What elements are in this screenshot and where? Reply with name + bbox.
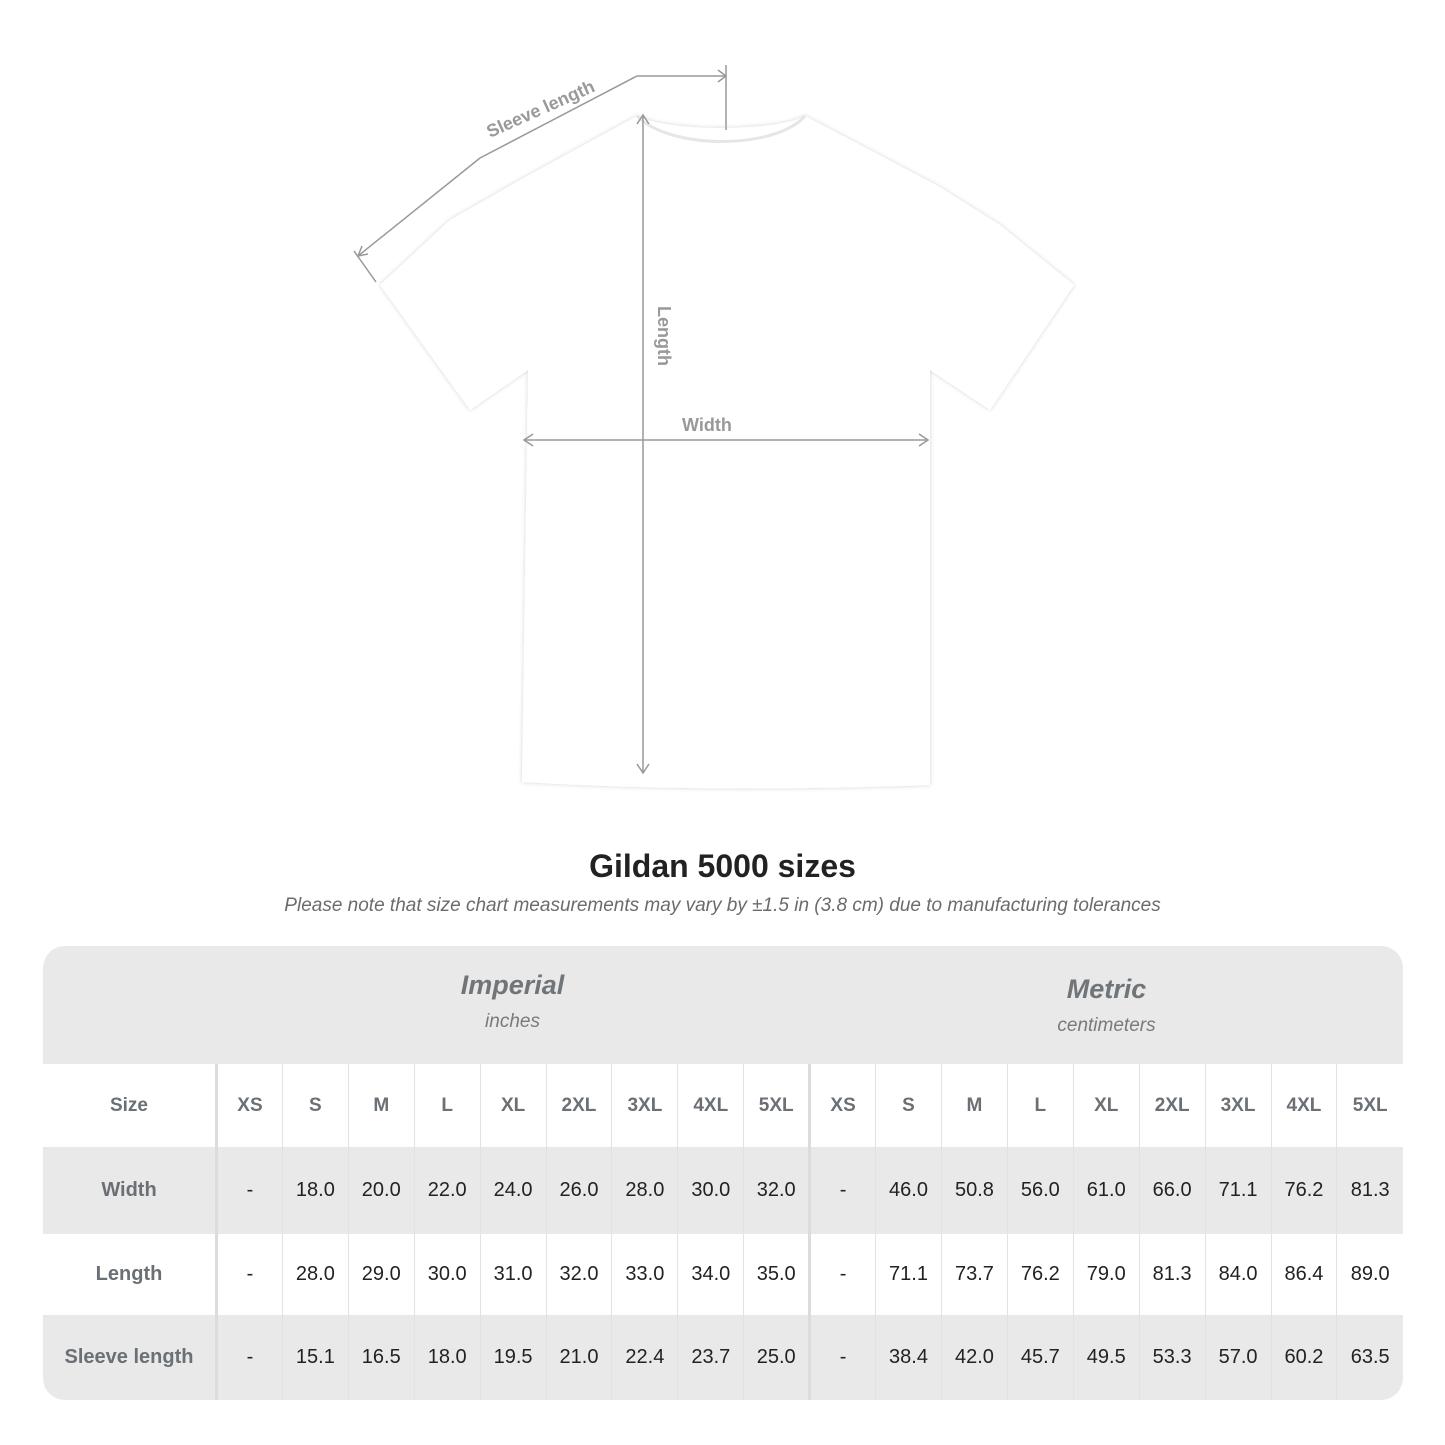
imperial-cell: 30.0	[677, 1147, 744, 1234]
metric-cell: -	[809, 1234, 876, 1315]
metric-cell: 38.4	[875, 1315, 942, 1400]
metric-title: Metric	[1066, 974, 1147, 1004]
imperial-cell: 33.0	[611, 1234, 678, 1315]
imperial-cell: 29.0	[347, 1234, 415, 1315]
metric-cell: 81.3	[1138, 1234, 1206, 1315]
metric-cell: 45.7	[1006, 1315, 1074, 1400]
metric-cell: -	[809, 1315, 876, 1400]
imperial-size-S: S	[281, 1064, 349, 1147]
metric-size-3XL: 3XL	[1204, 1064, 1271, 1147]
imperial-cell: 18.0	[413, 1315, 481, 1400]
metric-cell: 60.2	[1270, 1315, 1337, 1400]
imperial-size-2XL: 2XL	[545, 1064, 612, 1147]
imperial-cell: 18.0	[281, 1147, 349, 1234]
size-table: Imperial inches Metric centimeters Size X…	[43, 946, 1403, 1400]
imperial-cell: 15.1	[281, 1315, 349, 1400]
imperial-cell: 32.0	[545, 1234, 612, 1315]
metric-cell: 73.7	[940, 1234, 1008, 1315]
table-row: Width -18.0 20.0 22.0 24.0 26.0 28.0 30.0 32.0-4…	[43, 1147, 1403, 1234]
imperial-cell: 23.7	[677, 1315, 744, 1400]
metric-cell: 56.0	[1006, 1147, 1074, 1234]
metric-size-XL: XL	[1072, 1064, 1140, 1147]
collar	[635, 114, 807, 143]
metric-header: Metric centimeters	[810, 974, 1403, 1037]
metric-size-XS: XS	[809, 1064, 876, 1147]
size-header: Size	[43, 1064, 218, 1147]
imperial-cell: 30.0	[413, 1234, 481, 1315]
table-row: Sleeve length -15.1 16.5 18.0 19.5 21.0 22.4 23…	[43, 1315, 1403, 1400]
metric-cell: -	[809, 1147, 876, 1234]
imperial-cell: 20.0	[347, 1147, 415, 1234]
units-header	[43, 946, 1403, 1064]
metric-cell: 57.0	[1204, 1315, 1271, 1400]
imperial-cell: 19.5	[479, 1315, 547, 1400]
metric-cell: 63.5	[1336, 1315, 1403, 1400]
metric-unit: centimeters	[1057, 1015, 1156, 1036]
imperial-cell: 24.0	[479, 1147, 547, 1234]
chart-subtitle: Please note that size chart measurements…	[284, 895, 1161, 916]
metric-size-5XL: 5XL	[1336, 1064, 1403, 1147]
metric-cell: 81.3	[1336, 1147, 1403, 1234]
imperial-cell: 25.0	[743, 1315, 812, 1400]
row-label: Width	[43, 1147, 218, 1234]
metric-size-M: M	[940, 1064, 1008, 1147]
metric-cell: 66.0	[1138, 1147, 1206, 1234]
metric-cell: 46.0	[875, 1147, 942, 1234]
metric-cell: 53.3	[1138, 1315, 1206, 1400]
imperial-cell: 26.0	[545, 1147, 612, 1234]
header-row: Size XS S M L XL 2XL 3XL 4XL 5XL XS S M L XL 2XL 3XL 4XL 5…	[43, 1064, 1403, 1147]
imperial-unit: inches	[485, 1011, 540, 1032]
imperial-header: Imperial inches	[215, 970, 810, 1033]
measure-lines	[353, 65, 930, 775]
imperial-cell: 34.0	[677, 1234, 744, 1315]
metric-cell: 49.5	[1072, 1315, 1140, 1400]
row-label: Length	[43, 1234, 218, 1315]
imperial-cell: 28.0	[611, 1147, 678, 1234]
imperial-cell: 22.0	[413, 1147, 481, 1234]
imperial-cell: 35.0	[743, 1234, 812, 1315]
size-grid: Size XS S M L XL 2XL 3XL 4XL 5XL XS S M L XL 2XL 3XL 4XL 5…	[43, 1064, 1403, 1400]
imperial-size-XS: XS	[216, 1064, 283, 1147]
metric-size-L: L	[1006, 1064, 1074, 1147]
imperial-cell: 28.0	[281, 1234, 349, 1315]
imperial-size-XL: XL	[479, 1064, 547, 1147]
imperial-cell: 16.5	[347, 1315, 415, 1400]
imperial-size-5XL: 5XL	[743, 1064, 812, 1147]
imperial-cell: -	[216, 1234, 283, 1315]
metric-cell: 76.2	[1270, 1147, 1337, 1234]
table-row: Length -28.0 29.0 30.0 31.0 32.0 33.0 34.0 35.0-…	[43, 1234, 1403, 1315]
imperial-cell: -	[216, 1147, 283, 1234]
metric-cell: 61.0	[1072, 1147, 1140, 1234]
imperial-size-M: M	[347, 1064, 415, 1147]
metric-size-4XL: 4XL	[1270, 1064, 1337, 1147]
imperial-cell: 22.4	[611, 1315, 678, 1400]
metric-cell: 71.1	[1204, 1147, 1271, 1234]
metric-cell: 84.0	[1204, 1234, 1271, 1315]
row-label: Sleeve length	[43, 1315, 218, 1400]
metric-cell: 76.2	[1006, 1234, 1074, 1315]
imperial-cell: 21.0	[545, 1315, 612, 1400]
length-label: Length	[654, 306, 674, 366]
tshirt-diagram: Sleeve length Length Width	[353, 65, 1074, 789]
metric-cell: 42.0	[940, 1315, 1008, 1400]
metric-cell: 79.0	[1072, 1234, 1140, 1315]
sleeve-length-label: Sleeve length	[483, 76, 597, 141]
width-label: Width	[682, 415, 732, 435]
chart-title: Gildan 5000 sizes	[589, 848, 856, 884]
imperial-cell: -	[216, 1315, 283, 1400]
imperial-size-L: L	[413, 1064, 481, 1147]
imperial-size-4XL: 4XL	[677, 1064, 744, 1147]
imperial-title: Imperial	[460, 970, 565, 1000]
imperial-cell: 32.0	[743, 1147, 812, 1234]
metric-cell: 89.0	[1336, 1234, 1403, 1315]
metric-cell: 71.1	[875, 1234, 942, 1315]
imperial-cell: 31.0	[479, 1234, 547, 1315]
tshirt-shape	[380, 116, 1074, 789]
metric-size-S: S	[875, 1064, 942, 1147]
metric-size-2XL: 2XL	[1138, 1064, 1206, 1147]
metric-cell: 50.8	[940, 1147, 1008, 1234]
metric-cell: 86.4	[1270, 1234, 1337, 1315]
imperial-size-3XL: 3XL	[611, 1064, 678, 1147]
